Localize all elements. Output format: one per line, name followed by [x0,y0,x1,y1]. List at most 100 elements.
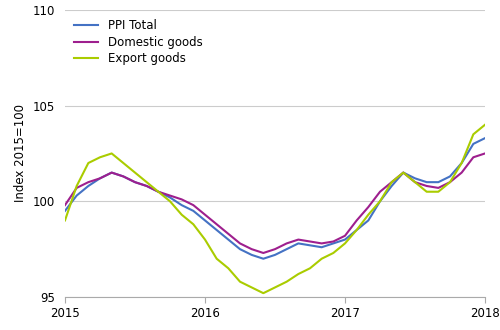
PPI Total [400,171,406,175]
Domestic goods [330,240,336,244]
Legend: PPI Total, Domestic goods, Export goods: PPI Total, Domestic goods, Export goods [71,16,206,69]
Export goods [284,280,290,284]
PPI Total [86,184,91,188]
Export goods [412,180,418,184]
Domestic goods [62,203,68,207]
Domestic goods [284,242,290,246]
PPI Total [167,195,173,199]
Export goods [366,213,372,217]
Domestic goods [470,155,476,159]
PPI Total [447,175,453,179]
Export goods [202,238,208,242]
PPI Total [248,253,254,257]
PPI Total [132,180,138,184]
Export goods [190,222,196,226]
PPI Total [388,184,394,188]
PPI Total [97,176,103,180]
Export goods [424,190,430,194]
Domestic goods [342,234,348,238]
Domestic goods [307,240,313,244]
Domestic goods [447,180,453,184]
Domestic goods [178,197,184,201]
Domestic goods [296,238,302,242]
Export goods [108,151,114,155]
Domestic goods [388,180,394,184]
Domestic goods [214,222,220,226]
PPI Total [458,161,464,165]
PPI Total [354,228,360,232]
PPI Total [284,247,290,251]
Line: Export goods: Export goods [65,125,485,293]
Export goods [86,161,91,165]
Domestic goods [366,205,372,209]
Y-axis label: Index 2015=100: Index 2015=100 [14,105,28,202]
PPI Total [377,199,383,203]
Export goods [482,123,488,127]
Export goods [178,213,184,217]
Domestic goods [272,247,278,251]
PPI Total [307,243,313,247]
Domestic goods [318,242,324,246]
PPI Total [412,176,418,180]
PPI Total [272,253,278,257]
Export goods [342,242,348,246]
Domestic goods [424,184,430,188]
Domestic goods [120,175,126,179]
PPI Total [318,245,324,249]
Domestic goods [86,180,91,184]
PPI Total [226,238,232,242]
Domestic goods [237,242,243,246]
Export goods [400,171,406,175]
PPI Total [436,180,442,184]
Export goods [214,257,220,261]
Export goods [260,291,266,295]
Domestic goods [108,171,114,175]
PPI Total [178,203,184,207]
Export goods [436,190,442,194]
Domestic goods [260,251,266,255]
Export goods [354,228,360,232]
Domestic goods [354,218,360,222]
PPI Total [366,218,372,222]
Export goods [97,155,103,159]
PPI Total [482,136,488,140]
Domestic goods [248,247,254,251]
PPI Total [296,242,302,246]
Domestic goods [377,190,383,194]
Export goods [458,161,464,165]
PPI Total [74,194,80,198]
Domestic goods [74,186,80,190]
PPI Total [214,228,220,232]
Domestic goods [202,213,208,217]
Domestic goods [458,171,464,175]
Domestic goods [156,190,162,194]
Export goods [226,266,232,270]
Export goods [296,272,302,276]
Export goods [388,180,394,184]
Export goods [156,190,162,194]
PPI Total [470,142,476,146]
Export goods [330,251,336,255]
Line: Domestic goods: Domestic goods [65,153,485,253]
Domestic goods [436,186,442,190]
Export goods [307,266,313,270]
PPI Total [144,184,150,188]
Domestic goods [167,194,173,198]
Export goods [144,180,150,184]
PPI Total [108,171,114,175]
Domestic goods [400,171,406,175]
PPI Total [260,257,266,261]
Domestic goods [132,180,138,184]
Domestic goods [482,151,488,155]
Export goods [167,199,173,203]
Domestic goods [226,232,232,236]
Export goods [120,161,126,165]
PPI Total [62,209,68,213]
Export goods [470,132,476,136]
PPI Total [330,242,336,246]
Domestic goods [412,180,418,184]
Export goods [377,199,383,203]
Line: PPI Total: PPI Total [65,138,485,259]
PPI Total [424,180,430,184]
PPI Total [120,175,126,179]
